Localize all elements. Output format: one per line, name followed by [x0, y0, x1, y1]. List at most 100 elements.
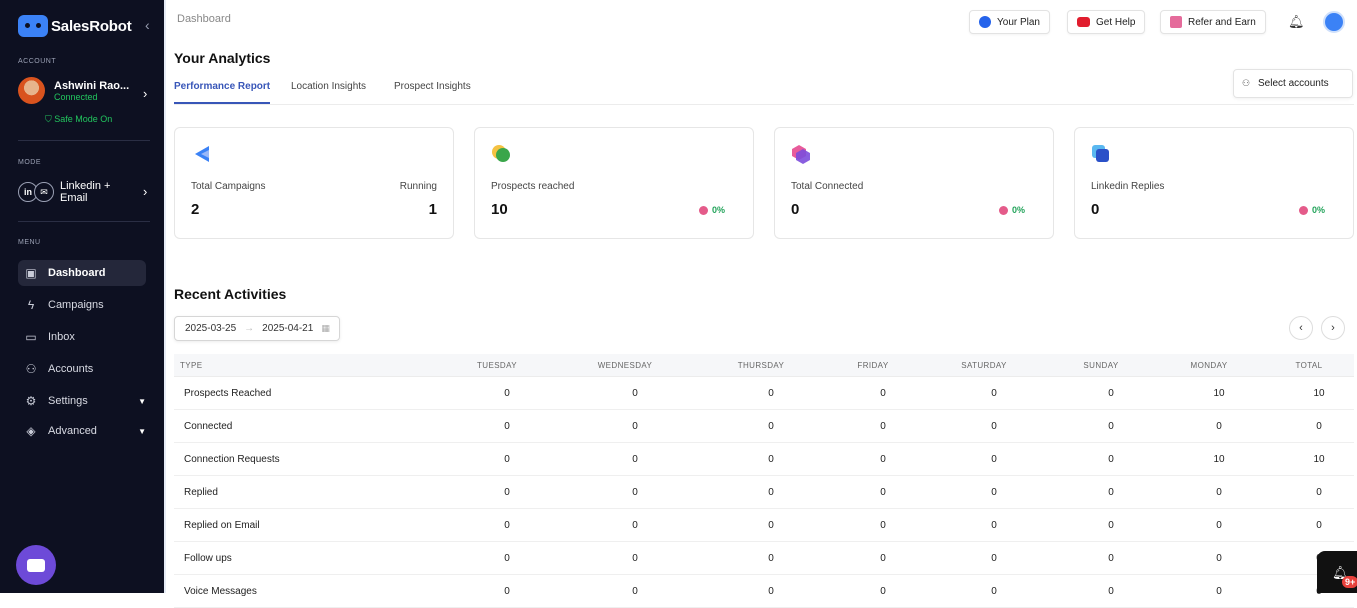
cell-value: 0 [880, 553, 886, 564]
mode-chevron-icon[interactable]: › [143, 184, 148, 199]
cell-value: 0 [632, 487, 638, 498]
column-header-friday: FRIDAY [857, 361, 889, 370]
sidebar-item-label: Settings [48, 395, 88, 407]
cell-value: 0 [768, 586, 774, 597]
cell-value: 0 [632, 421, 638, 432]
breadcrumb[interactable]: Dashboard [177, 13, 231, 25]
mode-switcher[interactable]: in ✉ Linkedin + Email [18, 180, 110, 204]
dollar-icon [979, 16, 991, 28]
mode-section-label: MODE [18, 159, 41, 166]
logo[interactable]: SalesRobot [18, 15, 132, 37]
sidebar-item-label: Inbox [48, 331, 75, 343]
users-icon: ⚇ [1242, 78, 1251, 88]
sidebar-item-advanced[interactable]: ◈ Advanced ▼ [18, 418, 146, 444]
chat-icon [27, 558, 45, 572]
card-change: 0% [698, 205, 725, 215]
cell-value: 0 [991, 454, 997, 465]
cell-value: 0 [632, 553, 638, 564]
cell-value: 0 [991, 520, 997, 531]
cell-value: 0 [504, 388, 510, 399]
chat-button[interactable] [16, 545, 56, 585]
sidebar-border [164, 0, 166, 593]
cell-value: 0 [880, 586, 886, 597]
arrow-right-icon: → [244, 323, 255, 334]
cell-value: 0 [768, 421, 774, 432]
replies-icon [1092, 145, 1109, 162]
date-to[interactable]: 2025-04-21 [262, 323, 314, 334]
sidebar-item-campaigns[interactable]: ϟ Campaigns [18, 292, 146, 318]
next-page-button[interactable]: › [1321, 316, 1345, 340]
cell-value: 0 [632, 388, 638, 399]
your-plan-button[interactable]: Your Plan [969, 10, 1050, 34]
row-type: Prospects Reached [184, 388, 272, 399]
sidebar-item-inbox[interactable]: ▭ Inbox [18, 324, 146, 350]
bell-icon[interactable]: 🔔︎ [1288, 14, 1305, 29]
account-switcher[interactable]: Ashwini Rao... Connected [18, 77, 129, 104]
cell-value: 0 [991, 388, 997, 399]
row-type: Replied [184, 487, 218, 498]
menu-section-label: MENU [18, 239, 41, 246]
app-name: SalesRobot [51, 17, 132, 35]
date-from[interactable]: 2025-03-25 [185, 323, 237, 334]
card-running-value: 1 [428, 201, 437, 218]
card-change: 0% [1298, 205, 1325, 215]
cell-value: 0 [1316, 520, 1322, 531]
refer-and-earn-button[interactable]: Refer and Earn [1160, 10, 1266, 34]
tab-prospect-insights[interactable]: Prospect Insights [394, 81, 471, 92]
cell-value: 0 [504, 487, 510, 498]
collapse-sidebar-icon[interactable]: ‹ [145, 17, 150, 33]
card-value: 2 [191, 201, 200, 218]
sidebar-item-settings[interactable]: ⚙ Settings ▼ [18, 388, 146, 414]
cell-value: 0 [504, 454, 510, 465]
cell-value: 10 [1213, 388, 1225, 399]
sidebar-item-accounts[interactable]: ⚇ Accounts [18, 356, 146, 382]
row-type: Connection Requests [184, 454, 280, 465]
safe-mode-status: ⛉ Safe Mode On [45, 114, 112, 125]
notification-widget[interactable]: 🔔︎ 9+ [1317, 551, 1357, 593]
cell-value: 0 [1108, 586, 1114, 597]
user-avatar-icon[interactable] [1323, 11, 1345, 33]
recent-activities-title: Recent Activities [174, 286, 287, 302]
cell-value: 0 [1216, 553, 1222, 564]
analytics-title: Your Analytics [174, 50, 271, 66]
column-header-monday: MONDAY [1190, 361, 1228, 370]
account-chevron-icon[interactable]: › [143, 86, 148, 101]
cell-value: 0 [991, 487, 997, 498]
tab-location-insights[interactable]: Location Insights [291, 81, 367, 92]
column-header-total: TOTAL [1295, 361, 1323, 370]
inbox-icon: ▭ [25, 330, 37, 344]
column-header-saturday: SATURDAY [961, 361, 1007, 370]
cell-value: 0 [632, 520, 638, 531]
select-accounts-button[interactable]: ⚇ Select accounts [1233, 69, 1353, 98]
table-row: Connection Requests 0 0 0 0 0 0 10 10 [174, 443, 1354, 476]
cell-value: 10 [1213, 454, 1225, 465]
row-type: Connected [184, 421, 233, 432]
change-indicator-icon [1298, 205, 1308, 215]
sidebar-item-label: Campaigns [48, 299, 104, 311]
notification-badge: 9+ [1342, 576, 1357, 588]
date-range-picker[interactable]: 2025-03-25 → 2025-04-21 ▦ [174, 316, 340, 341]
cell-value: 0 [880, 388, 886, 399]
table-header: TYPE TUESDAY WEDNESDAY THURSDAY FRIDAY SATURD… [174, 354, 1354, 377]
caret-down-icon: ▼ [138, 396, 146, 406]
table-row: Connected 0 0 0 0 0 0 0 0 [174, 410, 1354, 443]
sidebar-item-label: Advanced [48, 425, 97, 437]
change-indicator-icon [998, 205, 1008, 215]
cell-value: 0 [880, 520, 886, 531]
card-change-value: 0% [1311, 205, 1325, 215]
column-header-type: TYPE [180, 361, 203, 370]
campaign-icon [195, 146, 209, 162]
users-icon: ⚇ [25, 362, 37, 376]
tab-performance-report[interactable]: Performance Report [174, 81, 271, 92]
cell-value: 0 [1108, 553, 1114, 564]
sidebar-item-dashboard[interactable]: ▣ Dashboard [18, 260, 146, 286]
card-label: Linkedin Replies [1091, 181, 1165, 192]
linkedin-replies-card: Linkedin Replies 0 0% [1074, 127, 1354, 239]
dashboard-icon: ▣ [25, 266, 37, 280]
account-name: Ashwini Rao... [54, 79, 130, 92]
connected-icon [792, 145, 810, 164]
previous-page-button[interactable]: ‹ [1289, 316, 1313, 340]
row-type: Voice Messages [184, 586, 257, 597]
column-header-tuesday: TUESDAY [477, 361, 517, 370]
get-help-button[interactable]: Get Help [1067, 10, 1146, 34]
